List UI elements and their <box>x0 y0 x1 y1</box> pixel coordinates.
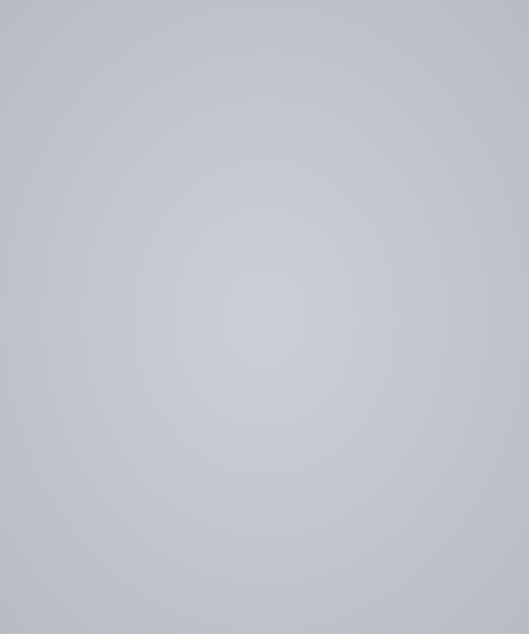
Text: x =: x = <box>79 500 116 518</box>
Text: 18x + 1: 18x + 1 <box>111 147 171 161</box>
Text: 55°: 55° <box>299 267 326 281</box>
Text: 16.  Find the measure of x. Make sure to show work: 16. Find the measure of x. Make sure to … <box>29 23 416 38</box>
Text: for setting up and solving the equation.: for setting up and solving the equation. <box>29 53 323 67</box>
Bar <box>0 0 4 634</box>
Text: Angle Relationship:: Angle Relationship: <box>79 415 264 433</box>
